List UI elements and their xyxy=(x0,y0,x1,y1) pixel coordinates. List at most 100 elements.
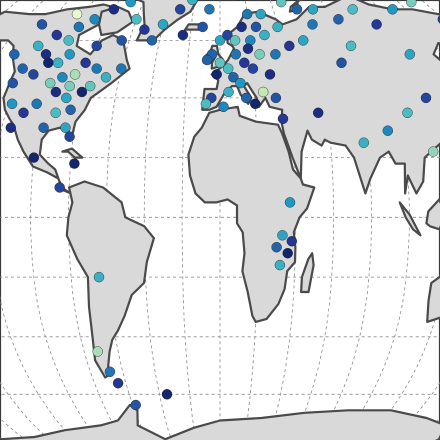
station-marker xyxy=(270,92,282,104)
station-marker xyxy=(218,101,229,113)
station-marker xyxy=(214,35,226,46)
station-markers xyxy=(5,0,440,411)
station-marker xyxy=(211,69,222,80)
station-marker xyxy=(298,35,309,46)
station-marker xyxy=(93,271,105,283)
station-marker xyxy=(125,0,136,8)
station-marker xyxy=(17,63,28,74)
landmass-south-america xyxy=(65,180,155,379)
station-marker xyxy=(240,92,252,104)
station-marker xyxy=(52,57,64,68)
station-marker xyxy=(187,0,198,6)
station-marker xyxy=(177,29,189,41)
landmass-australia xyxy=(426,249,440,335)
station-marker xyxy=(307,4,319,15)
station-marker xyxy=(104,366,116,377)
station-marker xyxy=(100,72,112,83)
station-marker xyxy=(284,197,296,208)
station-marker xyxy=(406,0,417,8)
station-marker xyxy=(89,14,100,25)
station-marker xyxy=(9,49,20,60)
station-marker xyxy=(84,80,96,92)
station-marker xyxy=(33,40,44,52)
station-marker xyxy=(146,35,158,46)
station-marker xyxy=(6,98,18,110)
station-marker xyxy=(222,63,234,74)
station-marker xyxy=(64,49,75,60)
station-marker xyxy=(223,86,234,98)
station-marker xyxy=(428,146,439,157)
station-marker xyxy=(271,241,282,253)
station-marker xyxy=(50,86,62,98)
station-marker xyxy=(235,77,246,89)
station-marker xyxy=(112,378,124,389)
landmass-madagascar xyxy=(300,252,315,294)
station-marker xyxy=(71,8,83,20)
station-marker xyxy=(76,86,88,98)
station-marker xyxy=(272,21,283,33)
station-marker xyxy=(92,346,103,357)
station-marker xyxy=(28,152,40,163)
station-marker xyxy=(258,86,269,98)
station-marker xyxy=(51,29,62,41)
station-marker xyxy=(116,63,127,74)
station-marker xyxy=(65,104,76,116)
station-marker xyxy=(116,35,127,46)
landmass-sumatra xyxy=(398,201,422,237)
station-marker xyxy=(358,137,369,148)
station-marker xyxy=(130,399,141,411)
station-marker xyxy=(284,40,295,52)
station-marker xyxy=(249,98,261,110)
station-marker xyxy=(291,4,303,15)
station-marker xyxy=(347,4,358,15)
station-marker xyxy=(63,35,74,46)
landmass-antarctica xyxy=(0,403,440,440)
station-marker xyxy=(108,4,120,15)
station-marker xyxy=(239,57,250,68)
meridian-line xyxy=(361,0,440,440)
station-marker xyxy=(64,80,75,92)
station-marker xyxy=(69,158,80,169)
station-marker xyxy=(387,4,398,15)
station-marker xyxy=(91,63,102,74)
station-marker xyxy=(38,122,49,133)
station-marker xyxy=(201,54,213,66)
landmass-baffin xyxy=(97,5,134,37)
station-marker xyxy=(286,235,297,247)
station-marker xyxy=(264,69,276,80)
station-marker xyxy=(31,98,42,110)
station-marker xyxy=(57,72,68,83)
station-marker xyxy=(371,19,382,30)
station-marker xyxy=(437,14,440,25)
station-marker xyxy=(230,49,242,60)
station-marker xyxy=(250,21,262,33)
station-marker xyxy=(45,77,56,89)
station-marker xyxy=(270,49,281,60)
station-marker xyxy=(91,40,102,52)
station-marker xyxy=(161,389,173,400)
station-marker xyxy=(345,40,357,52)
station-marker xyxy=(28,69,39,80)
station-marker xyxy=(222,29,233,41)
station-marker xyxy=(214,57,226,68)
landmass-borneo xyxy=(425,198,440,231)
station-marker xyxy=(197,21,208,33)
station-marker xyxy=(43,57,54,68)
station-marker xyxy=(228,72,239,83)
station-marker xyxy=(229,35,241,46)
station-marker xyxy=(277,113,289,125)
landmass-greenland xyxy=(132,0,199,42)
landmass-cuba xyxy=(61,147,84,159)
station-marker xyxy=(254,49,265,60)
station-marker xyxy=(64,131,75,142)
station-marker xyxy=(242,43,254,54)
station-marker xyxy=(204,4,215,15)
meridian-line xyxy=(181,0,201,440)
meridian-line xyxy=(143,0,181,440)
station-marker xyxy=(80,57,91,68)
station-marker xyxy=(139,24,150,35)
station-marker xyxy=(276,0,287,8)
station-marker xyxy=(50,107,61,119)
